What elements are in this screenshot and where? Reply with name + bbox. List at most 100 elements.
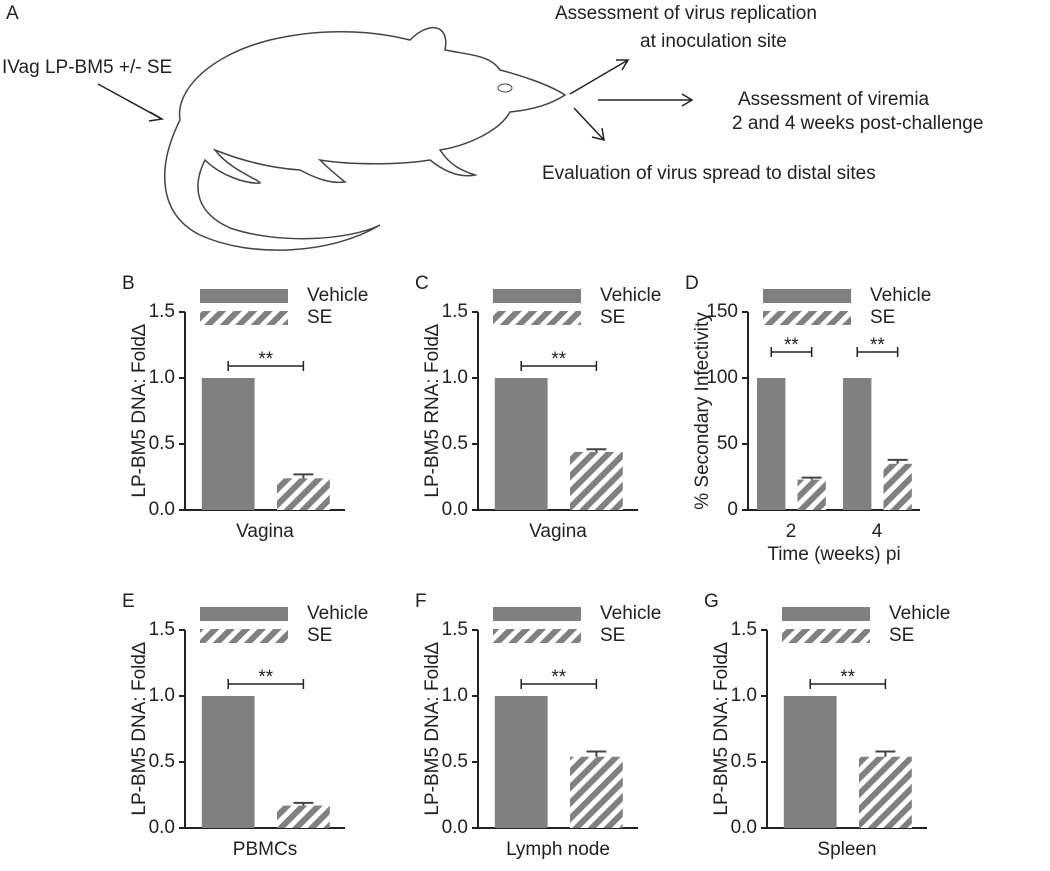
x-tick-label: PBMCs xyxy=(233,839,297,860)
legend-swatch xyxy=(493,629,581,643)
bar xyxy=(494,378,548,510)
legend-label: Vehicle xyxy=(600,603,661,624)
significance-bracket xyxy=(856,347,899,357)
legend-label: Vehicle xyxy=(600,285,661,306)
error-bar xyxy=(586,750,607,757)
treatment-label: IVag LP-BM5 +/- SE xyxy=(2,57,172,78)
y-tick-label: 1.5 xyxy=(442,619,468,640)
significance-label: ** xyxy=(551,349,566,370)
y-tick-label: 0.0 xyxy=(442,817,468,838)
error-bar xyxy=(801,476,822,480)
mouse-outline xyxy=(164,26,567,251)
bar xyxy=(277,805,330,828)
legend-label: SE xyxy=(889,625,914,646)
arrow xyxy=(573,107,605,142)
outcome-text: 2 and 4 weeks post-challenge xyxy=(732,113,983,134)
y-tick-label: 0.5 xyxy=(442,433,468,454)
legend-label: SE xyxy=(307,625,332,646)
x-axis-label: Time (weeks) pi xyxy=(767,544,900,565)
charts: BLP-BM5 DNA: Fold∆0.00.51.01.5Vagina**Ve… xyxy=(122,273,950,860)
legend-swatch xyxy=(200,607,288,621)
y-tick-label: 0.0 xyxy=(149,817,175,838)
y-tick-label: 0.0 xyxy=(149,499,175,520)
y-tick-label: 1.0 xyxy=(149,367,175,388)
bar xyxy=(494,696,548,828)
legend-swatch xyxy=(782,629,870,643)
y-axis-label: LP-BM5 DNA: Fold∆ xyxy=(711,642,732,816)
bar xyxy=(201,378,255,510)
y-tick-label: 1.5 xyxy=(149,301,175,322)
y-tick-label: 0.5 xyxy=(442,751,468,772)
significance-bracket xyxy=(227,361,305,371)
x-tick-label: 4 xyxy=(872,521,883,542)
legend-swatch xyxy=(763,311,851,325)
significance-bracket xyxy=(520,679,598,689)
bar xyxy=(201,696,255,828)
y-tick-label: 0.0 xyxy=(731,817,757,838)
panel-letter: D xyxy=(685,273,699,294)
arrow xyxy=(569,59,630,95)
mouse-eye xyxy=(497,83,513,93)
y-tick-label: 1.0 xyxy=(442,367,468,388)
y-axis-label: % Secondary Infectivity xyxy=(692,312,713,510)
y-tick-label: 0.5 xyxy=(149,433,175,454)
significance-label: ** xyxy=(784,335,799,356)
legend-label: Vehicle xyxy=(889,603,950,624)
bar xyxy=(570,756,623,828)
panel-letter: C xyxy=(415,273,429,294)
legend-label: Vehicle xyxy=(307,603,368,624)
legend-swatch xyxy=(200,629,288,643)
arrowhead xyxy=(148,111,165,122)
y-tick-label: 100 xyxy=(706,367,738,388)
x-tick-label: Lymph node xyxy=(506,839,610,860)
x-tick-label: Vagina xyxy=(529,521,587,542)
panel-a: A IVag LP-BM5 +/- SE Assessment of virus… xyxy=(2,3,983,251)
bar xyxy=(757,378,786,510)
significance-bracket xyxy=(520,361,598,371)
bar xyxy=(277,478,330,510)
legend-swatch xyxy=(782,607,870,621)
significance-label: ** xyxy=(258,667,273,688)
panel-letter: G xyxy=(704,591,719,612)
legend-swatch xyxy=(200,289,288,303)
y-tick-label: 1.5 xyxy=(442,301,468,322)
panel-letter: F xyxy=(415,591,427,612)
y-axis-label: LP-BM5 DNA: Fold∆ xyxy=(422,642,443,816)
error-bar xyxy=(293,473,314,479)
panel-letter: B xyxy=(122,273,135,294)
bar xyxy=(883,463,912,510)
legend-label: SE xyxy=(600,625,625,646)
legend-label: Vehicle xyxy=(870,285,931,306)
significance-label: ** xyxy=(870,335,885,356)
error-bar xyxy=(875,750,896,757)
legend-label: SE xyxy=(307,307,332,328)
y-tick-label: 1.0 xyxy=(149,685,175,706)
arrow xyxy=(598,93,694,107)
legend-swatch xyxy=(200,311,288,325)
legend-swatch xyxy=(493,607,581,621)
significance-bracket xyxy=(227,679,305,689)
panel-letter: A xyxy=(6,3,19,24)
legend-label: SE xyxy=(870,307,895,328)
legend-label: Vehicle xyxy=(307,285,368,306)
outcome-text: Assessment of viremia xyxy=(738,89,930,110)
outcome-text: at inoculation site xyxy=(640,31,787,52)
error-bar xyxy=(887,458,908,464)
arrow xyxy=(97,83,161,119)
y-tick-label: 0.0 xyxy=(442,499,468,520)
legend-swatch xyxy=(493,289,581,303)
significance-bracket xyxy=(809,679,887,689)
y-tick-label: 0 xyxy=(727,499,738,520)
legend-swatch xyxy=(493,311,581,325)
bar xyxy=(570,451,623,510)
y-tick-label: 0.5 xyxy=(149,751,175,772)
bar xyxy=(843,378,872,510)
significance-label: ** xyxy=(840,667,855,688)
bar xyxy=(783,696,837,828)
y-axis-label: LP-BM5 DNA: Fold∆ xyxy=(129,324,150,498)
y-tick-label: 1.5 xyxy=(731,619,757,640)
legend-label: SE xyxy=(600,307,625,328)
y-tick-label: 1.0 xyxy=(731,685,757,706)
y-tick-label: 1.0 xyxy=(442,685,468,706)
